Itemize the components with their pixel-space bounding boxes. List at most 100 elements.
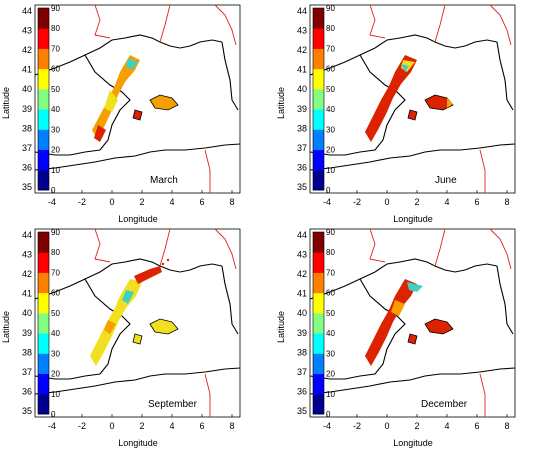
colorbar-tick-label: 20 xyxy=(326,370,335,379)
y-tick-label: 42 xyxy=(22,45,32,55)
colorbar-tick-label: 30 xyxy=(51,125,60,134)
colorbar-frame xyxy=(37,231,50,415)
y-axis-label: Latitude xyxy=(1,311,11,343)
colorbar-tick-label: 30 xyxy=(51,349,60,358)
border xyxy=(369,4,386,39)
colorbar-segment xyxy=(313,48,324,70)
y-tick-label: 43 xyxy=(297,250,307,260)
panel-label: September xyxy=(148,399,198,410)
y-tick-label: 42 xyxy=(22,269,32,279)
colorbar-segment xyxy=(313,149,324,171)
colorbar-segment xyxy=(313,109,324,130)
colorbar-tick-label: 40 xyxy=(51,105,60,114)
colorbar-tick-label: 90 xyxy=(51,228,60,237)
x-tick-label: -2 xyxy=(353,421,361,431)
colorbar-tick-label: 90 xyxy=(326,4,335,13)
y-tick-labels: 44 43 42 41 40 39 38 37 36 35 xyxy=(297,6,313,192)
colorbar-tick-label: 50 xyxy=(51,309,60,318)
coastline xyxy=(309,258,498,300)
colorbar-tick-label: 20 xyxy=(326,146,335,155)
border xyxy=(479,373,486,417)
x-axis-label: Longitude xyxy=(393,438,433,448)
colorbar-tick-label: 60 xyxy=(326,65,335,74)
plot-frame xyxy=(34,4,241,194)
data-region xyxy=(401,64,409,72)
y-tick-label: 37 xyxy=(297,143,307,153)
data-region xyxy=(149,318,179,335)
plot-frame xyxy=(309,228,516,418)
colorbar-segment xyxy=(38,28,49,49)
data-region xyxy=(132,333,143,345)
colorbar-segment xyxy=(38,169,49,191)
colorbar-segment xyxy=(313,252,324,273)
colorbar-tick-label: 60 xyxy=(51,65,60,74)
colorbar-tick-label: 10 xyxy=(51,390,60,399)
colorbar-tick-label: 10 xyxy=(326,166,335,175)
y-tick-label: 37 xyxy=(297,367,307,377)
x-tick-label: 0 xyxy=(109,197,114,207)
y-tick-label: 42 xyxy=(297,45,307,55)
colorbar-segment xyxy=(38,353,49,375)
panel-label: December xyxy=(421,399,468,410)
colorbar-segment xyxy=(313,28,324,49)
coastline xyxy=(34,278,131,380)
y-axis-label: Latitude xyxy=(1,87,11,119)
colorbar-tick-label: 20 xyxy=(51,370,60,379)
y-tick-label: 39 xyxy=(22,104,32,114)
coastline xyxy=(34,258,223,300)
y-tick-label: 36 xyxy=(297,386,307,396)
y-tick-label: 37 xyxy=(22,367,32,377)
panel-label: June xyxy=(435,175,457,186)
y-axis-label: Latitude xyxy=(276,87,286,119)
border xyxy=(489,228,512,270)
border xyxy=(489,4,512,46)
colorbar-tick-label: 0 xyxy=(326,186,331,195)
x-tick-label: 4 xyxy=(444,197,449,207)
data-region xyxy=(447,98,453,108)
coastline xyxy=(34,367,241,395)
colorbar: 90 80 70 60 50 40 30 20 10 0 xyxy=(37,228,60,419)
y-tick-label: 44 xyxy=(22,230,32,240)
y-tick-label: 43 xyxy=(22,26,32,36)
x-tick-label: 4 xyxy=(169,197,174,207)
coastline xyxy=(496,265,514,335)
coastline xyxy=(34,54,131,156)
y-tick-label: 41 xyxy=(22,289,32,299)
colorbar-tick-label: 10 xyxy=(326,390,335,399)
y-tick-label: 40 xyxy=(297,308,307,318)
x-tick-labels: -4 -2 0 2 4 6 8 xyxy=(323,414,510,431)
x-tick-label: 0 xyxy=(384,197,389,207)
border xyxy=(159,4,171,43)
data-region xyxy=(134,266,162,284)
coastline xyxy=(221,41,239,111)
coastline xyxy=(309,278,406,380)
colorbar-tick-label: 0 xyxy=(51,186,56,195)
colorbar-segment xyxy=(38,68,49,90)
x-tick-label: -2 xyxy=(78,421,86,431)
x-tick-label: 0 xyxy=(109,421,114,431)
colorbar-segment xyxy=(313,272,324,294)
colorbar-frame xyxy=(312,231,325,415)
colorbar-frame xyxy=(37,7,50,191)
colorbar-tick-label: 20 xyxy=(51,146,60,155)
y-tick-label: 35 xyxy=(297,406,307,416)
colorbar-tick-label: 0 xyxy=(326,410,331,419)
colorbar-segment xyxy=(38,252,49,273)
colorbar: 90 80 70 60 50 40 30 20 10 0 xyxy=(312,4,335,195)
coastline xyxy=(34,143,241,171)
y-tick-label: 41 xyxy=(297,289,307,299)
data-region xyxy=(424,94,454,111)
x-tick-label: 2 xyxy=(414,421,419,431)
border xyxy=(369,228,386,263)
data-point xyxy=(166,258,170,262)
y-tick-label: 35 xyxy=(22,182,32,192)
colorbar-segment xyxy=(313,68,324,90)
border xyxy=(214,228,237,270)
data-region xyxy=(365,55,417,142)
colorbar-tick-label: 90 xyxy=(51,4,60,13)
colorbar-tick-label: 30 xyxy=(326,349,335,358)
data-region xyxy=(407,282,423,292)
colorbar-tick-label: 40 xyxy=(326,105,335,114)
colorbar-segment xyxy=(38,373,49,395)
